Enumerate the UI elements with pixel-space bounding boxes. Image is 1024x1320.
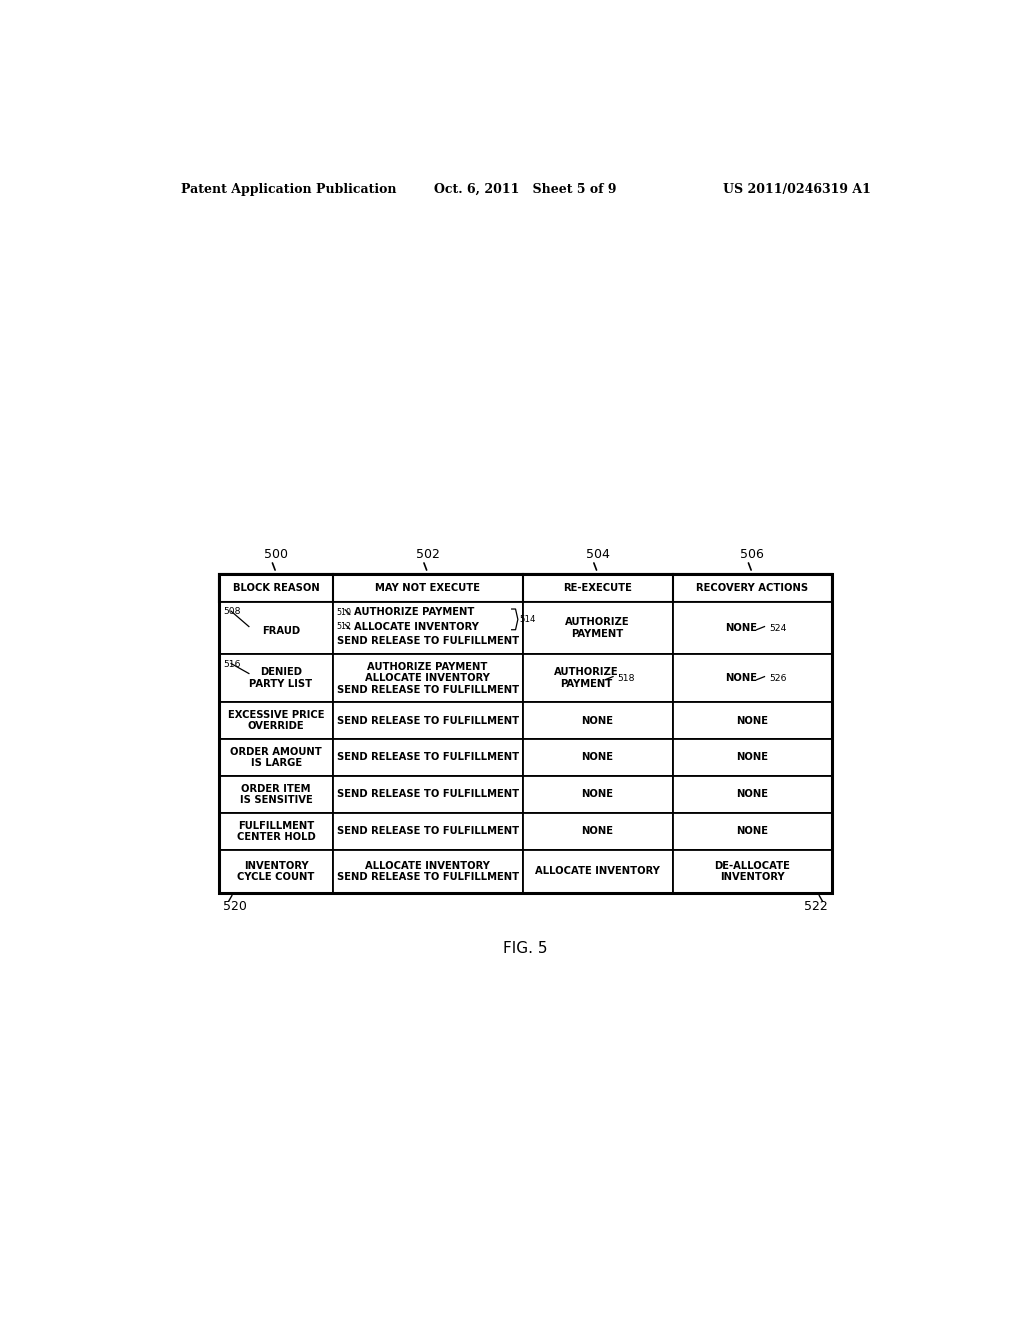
- Text: NONE: NONE: [582, 789, 613, 800]
- Text: 520: 520: [223, 900, 247, 913]
- Bar: [673, 739, 831, 776]
- Text: FULFILLMENT
CENTER HOLD: FULFILLMENT CENTER HOLD: [237, 821, 315, 842]
- Text: 522: 522: [804, 900, 827, 913]
- Text: ORDER ITEM
IS SENSITIVE: ORDER ITEM IS SENSITIVE: [240, 784, 312, 805]
- Text: 508: 508: [223, 607, 241, 616]
- Text: ALLOCATE INVENTORY: ALLOCATE INVENTORY: [536, 866, 659, 876]
- Text: AUTHORIZE
PAYMENT: AUTHORIZE PAYMENT: [554, 668, 618, 689]
- Text: SEND RELEASE TO FULFILLMENT: SEND RELEASE TO FULFILLMENT: [337, 636, 519, 647]
- Bar: [219, 739, 333, 776]
- Bar: [333, 655, 522, 702]
- Bar: [522, 739, 673, 776]
- Text: Oct. 6, 2011   Sheet 5 of 9: Oct. 6, 2011 Sheet 5 of 9: [433, 182, 616, 195]
- Text: NONE: NONE: [582, 752, 613, 763]
- Bar: [333, 602, 522, 655]
- Text: SEND RELEASE TO FULFILLMENT: SEND RELEASE TO FULFILLMENT: [337, 789, 519, 800]
- Text: 514: 514: [519, 615, 536, 624]
- Bar: [673, 602, 831, 655]
- Text: NONE: NONE: [582, 715, 613, 726]
- Text: 506: 506: [740, 548, 764, 561]
- Text: 510: 510: [337, 607, 351, 616]
- Bar: [673, 776, 831, 813]
- Bar: [219, 574, 831, 602]
- Bar: [219, 574, 831, 892]
- Text: ALLOCATE INVENTORY: ALLOCATE INVENTORY: [354, 622, 479, 632]
- Bar: [522, 655, 673, 702]
- Text: 502: 502: [416, 548, 439, 561]
- Text: NONE: NONE: [736, 715, 768, 726]
- Bar: [333, 850, 522, 892]
- Text: 500: 500: [264, 548, 288, 561]
- Text: DE-ALLOCATE
INVENTORY: DE-ALLOCATE INVENTORY: [714, 861, 791, 882]
- Bar: [522, 776, 673, 813]
- Bar: [219, 655, 333, 702]
- Text: NONE: NONE: [736, 789, 768, 800]
- Text: INVENTORY
CYCLE COUNT: INVENTORY CYCLE COUNT: [238, 861, 314, 882]
- Text: 518: 518: [617, 673, 635, 682]
- Text: AUTHORIZE
PAYMENT: AUTHORIZE PAYMENT: [565, 618, 630, 639]
- Text: 504: 504: [586, 548, 609, 561]
- Text: SEND RELEASE TO FULFILLMENT: SEND RELEASE TO FULFILLMENT: [337, 715, 519, 726]
- Text: NONE: NONE: [736, 752, 768, 763]
- Text: NONE: NONE: [725, 623, 758, 634]
- Text: 516: 516: [223, 660, 241, 669]
- Text: Patent Application Publication: Patent Application Publication: [180, 182, 396, 195]
- Text: DENIED
PARTY LIST: DENIED PARTY LIST: [249, 668, 312, 689]
- Bar: [219, 850, 333, 892]
- Text: ALLOCATE INVENTORY
SEND RELEASE TO FULFILLMENT: ALLOCATE INVENTORY SEND RELEASE TO FULFI…: [337, 861, 519, 882]
- Text: EXCESSIVE PRICE
OVERRIDE: EXCESSIVE PRICE OVERRIDE: [227, 710, 325, 731]
- Bar: [333, 702, 522, 739]
- Text: NONE: NONE: [736, 826, 768, 837]
- Text: AUTHORIZE PAYMENT: AUTHORIZE PAYMENT: [354, 607, 475, 618]
- Bar: [522, 602, 673, 655]
- Text: 526: 526: [769, 673, 786, 682]
- Bar: [333, 739, 522, 776]
- Bar: [219, 776, 333, 813]
- Bar: [673, 655, 831, 702]
- Text: SEND RELEASE TO FULFILLMENT: SEND RELEASE TO FULFILLMENT: [337, 826, 519, 837]
- Text: RE-EXECUTE: RE-EXECUTE: [563, 583, 632, 593]
- Bar: [522, 702, 673, 739]
- Text: 524: 524: [769, 623, 786, 632]
- Text: FRAUD: FRAUD: [262, 626, 300, 636]
- Text: AUTHORIZE PAYMENT
ALLOCATE INVENTORY
SEND RELEASE TO FULFILLMENT: AUTHORIZE PAYMENT ALLOCATE INVENTORY SEN…: [337, 661, 519, 694]
- Bar: [219, 813, 333, 850]
- Text: BLOCK REASON: BLOCK REASON: [232, 583, 319, 593]
- Text: MAY NOT EXECUTE: MAY NOT EXECUTE: [375, 583, 480, 593]
- Text: NONE: NONE: [582, 826, 613, 837]
- Text: FIG. 5: FIG. 5: [503, 941, 547, 956]
- Bar: [673, 813, 831, 850]
- Bar: [219, 702, 333, 739]
- Bar: [522, 850, 673, 892]
- Bar: [219, 602, 333, 655]
- Text: US 2011/0246319 A1: US 2011/0246319 A1: [723, 182, 870, 195]
- Bar: [673, 850, 831, 892]
- Bar: [522, 813, 673, 850]
- Text: 512: 512: [337, 622, 351, 631]
- Text: NONE: NONE: [725, 673, 758, 684]
- Bar: [333, 776, 522, 813]
- Text: SEND RELEASE TO FULFILLMENT: SEND RELEASE TO FULFILLMENT: [337, 752, 519, 763]
- Bar: [333, 813, 522, 850]
- Text: ORDER AMOUNT
IS LARGE: ORDER AMOUNT IS LARGE: [230, 747, 322, 768]
- Text: RECOVERY ACTIONS: RECOVERY ACTIONS: [696, 583, 808, 593]
- Bar: [673, 702, 831, 739]
